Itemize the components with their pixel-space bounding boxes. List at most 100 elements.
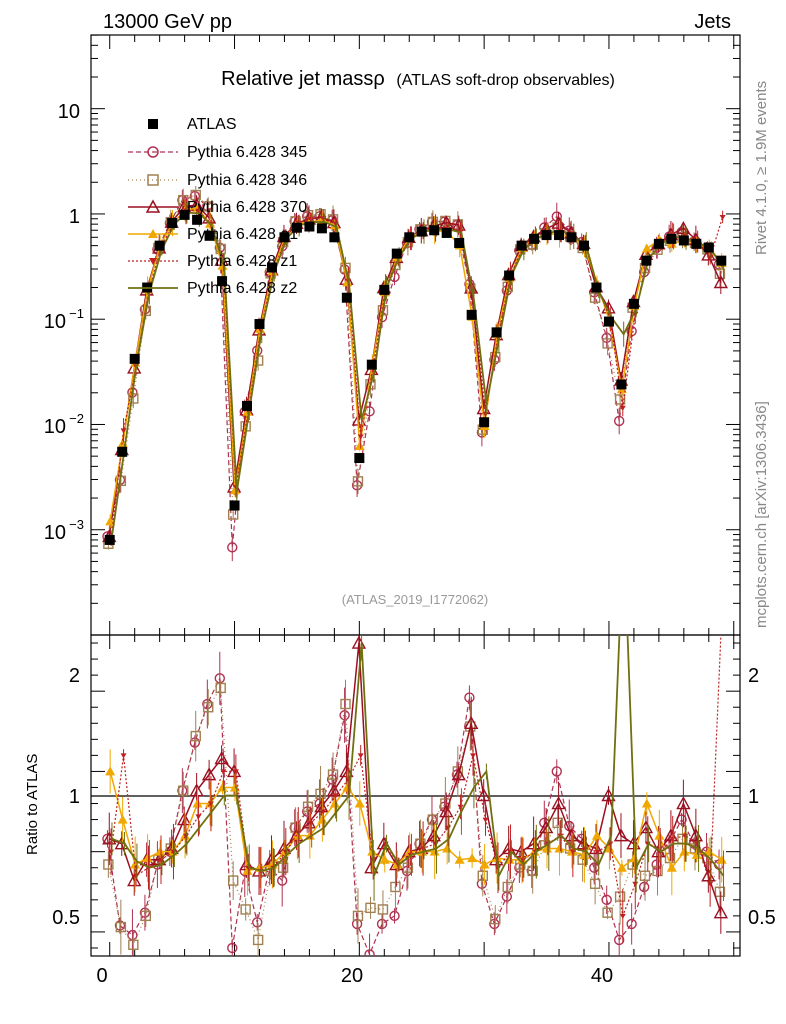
marker-pa1 [354,441,365,451]
ratio-line-pz1 [110,635,722,919]
legend-label: Pythia 6.428 z1 [187,253,297,270]
ratio-marker-p346 [302,801,314,812]
ratio-marker-p346 [115,921,127,933]
ratio-y-tick-label: 1 [69,786,80,808]
ratio-marker-pz1 [420,846,427,852]
ratio-marker-pa1 [554,843,565,853]
marker-atlas [379,284,390,295]
legend-entry-pz2: Pythia 6.428 z2 [128,280,297,297]
ratio-marker-p346 [315,788,326,800]
ratio-marker-pz1 [357,753,364,759]
marker-p345 [613,415,625,427]
ratio-marker-p346 [128,939,139,950]
legend-label: Pythia 6.428 a1 [187,226,298,243]
ratio-marker-pz1 [582,846,589,852]
ratio-marker-p346 [140,910,152,922]
ratio-marker-p370 [201,767,217,781]
ratio-marker-p370 [451,767,466,781]
series-pa1-main [105,199,727,529]
marker-atlas [117,446,128,457]
main-plot-series [102,185,729,562]
mcplots-label: mcplots.cern.ch [arXiv:1306.3436] [753,401,770,628]
ratio-marker-p345 [114,920,126,931]
series-pz1-main [108,196,726,547]
series-line-p346 [107,194,721,544]
ratio-marker-p370 [464,715,479,729]
marker-atlas [229,500,240,511]
ratio-marker-p346 [377,904,389,915]
marker-atlas [316,223,327,234]
marker-atlas [192,214,203,225]
ratio-marker-pa1 [479,859,490,869]
ratio-marker-pa1 [379,854,390,864]
legend: ATLAS Pythia 6.428 345 Pythia 6.428 346 … [128,116,307,297]
header-energy-label: 13000 GeV pp [103,11,232,33]
marker-atlas [266,262,277,273]
ratio-marker-p370 [326,783,342,797]
marker-p346 [203,201,214,212]
ratio-marker-p345 [139,907,151,918]
marker-atlas [391,248,402,259]
rivet-version-label: Rivet 4.1.0, ≥ 1.9M events [753,81,770,255]
header-jets-label: Jets [694,11,731,33]
ratio-axis-ticks [91,642,740,949]
marker-pz1 [357,434,364,440]
marker-atlas [529,233,540,244]
legend-marker-p370 [145,199,161,213]
marker-atlas [441,227,452,238]
ratio-marker-p346 [365,902,376,914]
ratio-y-tick-label-right: 0.5 [748,907,776,929]
ratio-marker-p346 [215,682,226,694]
x-tick-label: 40 [591,965,613,987]
ratio-marker-pz1 [320,809,327,815]
marker-atlas [429,225,440,236]
marker-atlas [678,235,689,246]
main-y-tick-exponent: −3 [69,517,84,532]
marker-atlas [291,222,302,233]
ratio-marker-pa1 [242,865,253,875]
marker-atlas [479,417,490,428]
ratio-marker-p370 [176,812,192,826]
ratio-marker-pa1 [467,853,478,863]
legend-entry-pz1: Pythia 6.428 z1 [128,253,297,270]
marker-p345 [189,190,201,202]
ratio-marker-p346 [602,907,613,918]
ratio-marker-p345 [651,859,662,870]
plot-title-sub: (ATLAS soft-drop observables) [396,72,614,89]
ratio-marker-pa1 [679,846,690,856]
marker-atlas [703,242,714,253]
marker-p346 [589,292,601,303]
marker-atlas [279,232,290,243]
ratio-marker-pz1 [220,769,227,775]
ratio-marker-p345 [376,918,388,930]
ratio-marker-p346 [190,730,201,742]
ratio-marker-pz1 [707,881,714,887]
legend-entry-p345: Pythia 6.428 345 [128,144,307,161]
ratio-marker-pa1 [716,854,727,864]
ratio-marker-p346 [402,862,414,873]
legend-label: Pythia 6.428 z2 [187,280,297,297]
legend-entry-atlas: ATLAS [148,116,237,133]
legend-marker-pa1 [148,229,158,238]
main-y-tick-labels: 10 1 10 −1 10 −2 10 −3 [44,101,84,544]
ratio-line-pz2 [111,635,725,879]
marker-atlas [304,221,315,232]
main-y-tick-label: 10 [44,311,66,333]
ratio-marker-pa1 [691,849,702,859]
ratio-marker-pa1 [641,798,652,808]
marker-atlas [666,233,677,244]
marker-p346 [440,215,451,227]
ratio-line-pa1 [109,771,723,872]
ratio-marker-pz1 [432,841,439,847]
ratio-marker-p346 [252,934,264,946]
ratio-marker-p370 [314,799,329,813]
ratio-marker-p370 [214,751,229,765]
main-y-tick-exponent: −1 [69,306,84,321]
ratio-marker-pz1 [182,833,189,839]
ratio-marker-p346 [227,875,239,886]
ratio-marker-pz1 [133,873,140,879]
ratio-marker-pa1 [591,830,602,840]
ratio-marker-p345 [551,766,562,777]
marker-atlas [641,255,652,266]
ratio-marker-p370 [601,788,616,802]
